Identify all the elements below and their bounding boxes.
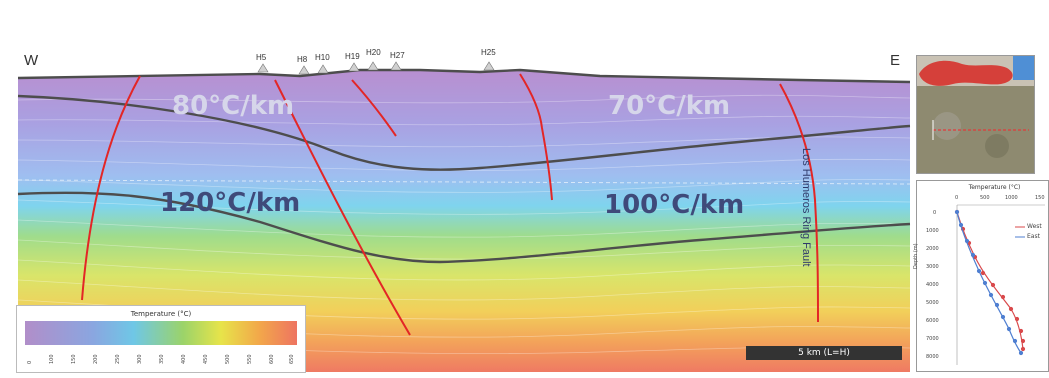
legend-tick: 0	[27, 360, 33, 364]
legend-tick: 650	[289, 354, 295, 364]
x-tick: 1000	[1005, 195, 1018, 201]
data-point	[1000, 294, 1006, 300]
legend-tick: 250	[115, 354, 121, 364]
well-label-h27: H27	[390, 51, 405, 60]
y-tick: 1000	[926, 228, 939, 234]
x-tick: 500	[980, 195, 990, 201]
gradient-label-100: 100°C/km	[604, 190, 745, 220]
data-point	[1006, 326, 1012, 332]
series-west	[954, 209, 1026, 352]
data-point	[976, 268, 982, 274]
legend-ticks: 0 100 150 200 250 300 350 400 450 500 55…	[25, 350, 297, 368]
y-tick: 5000	[926, 300, 939, 306]
gradient-label-70: 70°C/km	[608, 91, 731, 121]
data-point	[958, 222, 964, 228]
data-point	[1020, 338, 1026, 344]
location-map	[916, 55, 1035, 174]
east-label: E	[890, 52, 901, 69]
legend-tick: 500	[225, 354, 231, 364]
legend-tick: 200	[93, 354, 99, 364]
y-tick: 0	[933, 210, 937, 216]
legend-color-bar	[25, 321, 297, 345]
legend-tick: 300	[137, 354, 143, 364]
y-tick: 3000	[926, 264, 939, 270]
well-label-h8: H8	[297, 55, 308, 64]
fault-label: Los Humeros Ring Fault	[800, 148, 812, 267]
data-point	[1018, 350, 1024, 356]
data-point	[1018, 328, 1024, 334]
data-point	[980, 270, 986, 276]
legend-tick: 450	[203, 354, 209, 364]
scale-bar: 5 km (L=H)	[746, 346, 902, 360]
data-point	[954, 209, 960, 215]
legend-east: East	[1027, 233, 1040, 240]
y-tick: 7000	[926, 336, 939, 342]
gradient-label-80: 80°C/km	[172, 91, 295, 121]
data-point	[970, 252, 976, 258]
data-point	[988, 292, 994, 298]
temperature-legend: Temperature (°C) 0 100 150 200 250 300 3…	[16, 305, 306, 373]
legend-tick: 400	[181, 354, 187, 364]
plot-title: Temperature (°C)	[968, 184, 1021, 191]
y-tick: 6000	[926, 318, 939, 324]
legend-title: Temperature (°C)	[130, 310, 192, 318]
series-east	[954, 209, 1024, 356]
data-point	[1000, 314, 1006, 320]
y-tick: 4000	[926, 282, 939, 288]
plot-lines	[954, 204, 1045, 365]
legend-west: West	[1027, 223, 1042, 230]
legend-tick: 150	[71, 354, 77, 364]
data-point	[1014, 316, 1020, 322]
x-tick: 0	[955, 195, 959, 201]
legend-tick: 100	[49, 354, 55, 364]
y-tick: 8000	[926, 354, 939, 360]
legend-tick: 600	[269, 354, 275, 364]
data-point	[982, 280, 988, 286]
data-point	[990, 282, 996, 288]
data-point	[1012, 338, 1018, 344]
x-tick: 150	[1035, 195, 1045, 201]
well-label-h10: H10	[315, 53, 330, 62]
legend-tick: 350	[159, 354, 165, 364]
well-label-h20: H20	[366, 48, 381, 57]
y-tick: 2000	[926, 246, 939, 252]
data-point	[994, 302, 1000, 308]
data-point	[964, 238, 970, 244]
well-label-h25: H25	[481, 48, 496, 57]
west-label: W	[24, 52, 39, 69]
data-point	[1008, 306, 1014, 312]
gradient-label-120: 120°C/km	[160, 188, 301, 218]
data-point	[1020, 346, 1026, 352]
well-label-h5: H5	[256, 53, 267, 62]
temperature-depth-plot: Temperature (°C) 0 500 1000 150 0 1000 2…	[913, 180, 1049, 372]
geologic-cross-section	[17, 61, 911, 372]
map-graphic	[917, 56, 1034, 173]
legend-tick: 550	[247, 354, 253, 364]
well-label-h19: H19	[345, 52, 360, 61]
